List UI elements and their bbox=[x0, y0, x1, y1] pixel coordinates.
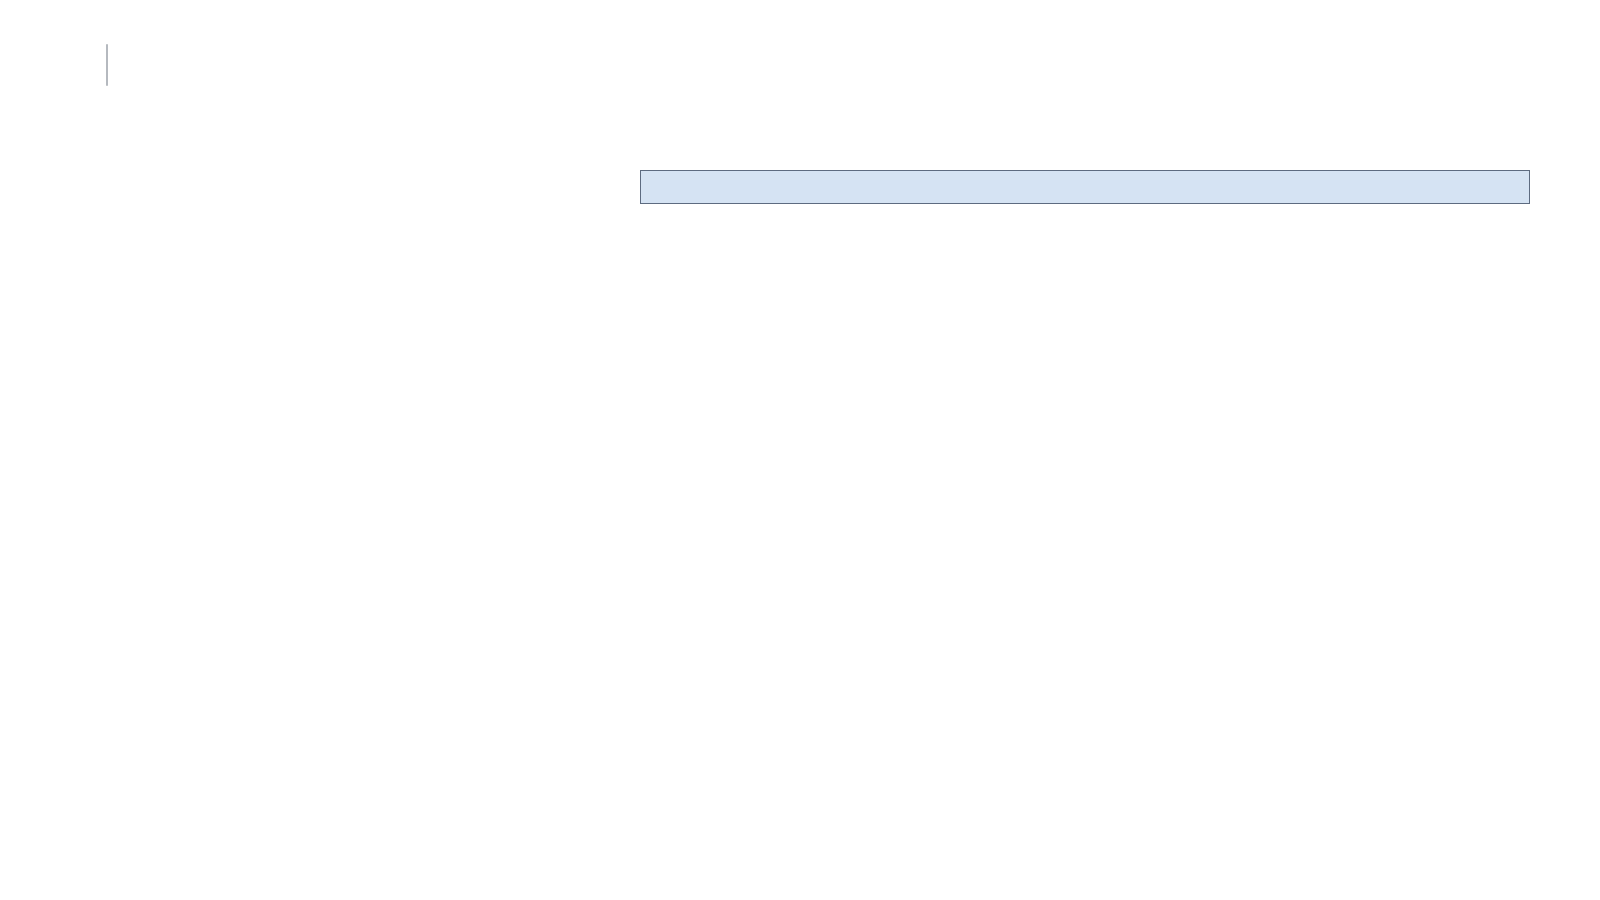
donut bbox=[100, 170, 560, 630]
table-title bbox=[641, 171, 1530, 204]
content bbox=[70, 170, 1530, 630]
allocations-table-wrap bbox=[640, 170, 1530, 204]
header bbox=[72, 44, 130, 86]
page bbox=[0, 0, 1600, 900]
donut-chart bbox=[70, 170, 590, 630]
header-divider bbox=[106, 44, 108, 86]
allocations-table bbox=[640, 170, 1530, 204]
